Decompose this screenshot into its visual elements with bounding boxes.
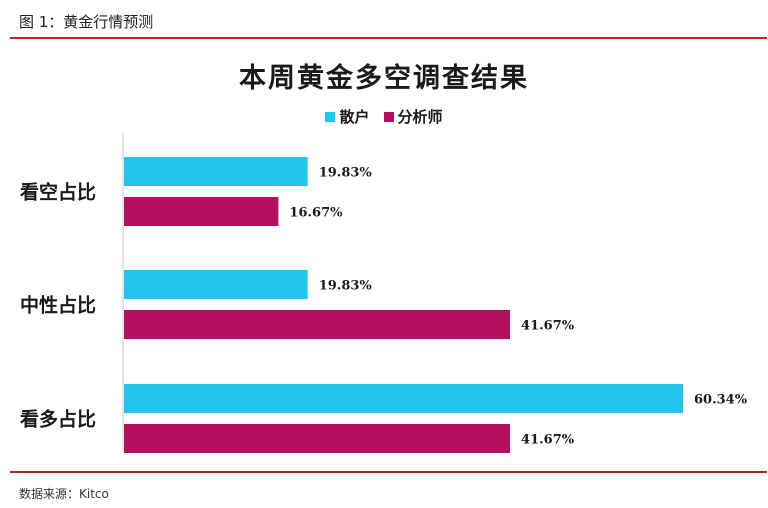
source-note: 数据来源：Kitco — [19, 487, 109, 501]
legend-label-retail: 散户 — [339, 108, 370, 126]
data-label: 19.83% — [319, 279, 373, 294]
legend-item-retail: 散户 — [325, 106, 370, 127]
data-label: 16.67% — [289, 206, 343, 221]
legend-label-analyst: 分析师 — [397, 108, 443, 126]
category-label: 中性占比 — [20, 294, 96, 317]
figure-caption: 图 1：黄金行情预测 — [19, 13, 154, 31]
data-label: 19.83% — [319, 166, 373, 181]
category-label: 看多占比 — [19, 408, 96, 431]
bar-retail — [124, 270, 308, 299]
bottom-rule — [10, 471, 767, 473]
legend: 散户 分析师 — [0, 106, 768, 127]
legend-swatch-analyst — [383, 111, 394, 122]
bar-analyst — [124, 424, 511, 453]
category-label: 看空占比 — [19, 181, 96, 204]
bar-analyst — [124, 197, 279, 226]
bar-retail — [124, 157, 308, 186]
bar-analyst — [124, 310, 511, 339]
data-label: 41.67% — [521, 319, 575, 334]
bar-retail — [124, 384, 683, 413]
data-label: 60.34% — [694, 393, 748, 408]
top-rule — [10, 37, 767, 39]
legend-swatch-retail — [325, 111, 336, 122]
data-label: 41.67% — [521, 433, 575, 448]
chart-title: 本周黄金多空调查结果 — [239, 63, 529, 94]
legend-item-analyst: 分析师 — [383, 106, 443, 127]
